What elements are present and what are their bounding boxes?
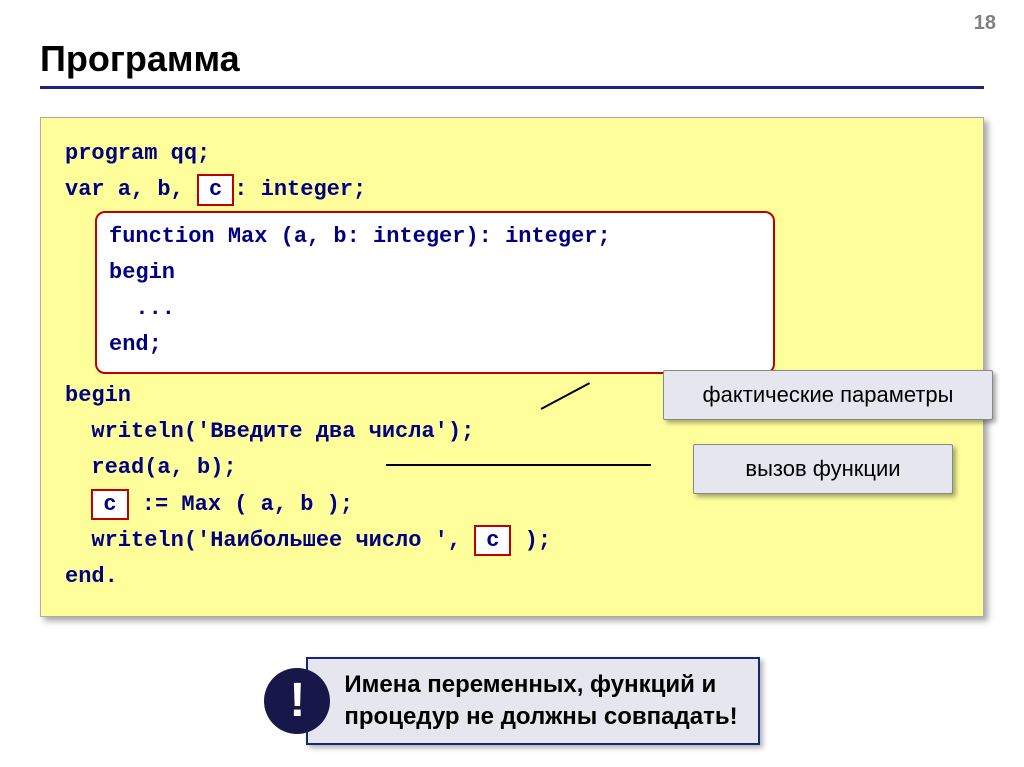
page-title: Программа — [40, 38, 984, 80]
code-line: program qq; — [65, 136, 959, 172]
callout-actual-params: фактические параметры — [663, 370, 993, 420]
code-line: end; — [109, 327, 761, 363]
code-text: ); — [511, 528, 551, 553]
code-line: function Max (a, b: integer): integer; — [109, 219, 761, 255]
connector-line — [386, 464, 651, 466]
code-line: begin — [109, 255, 761, 291]
code-text — [65, 492, 91, 517]
code-line: writeln('Наибольшее число ', c ); — [65, 523, 959, 559]
var-c-highlight: c — [91, 489, 128, 521]
code-text: := Max ( a, b ); — [129, 492, 353, 517]
code-line: var a, b, c: integer; — [65, 172, 959, 208]
warning-icon: ! — [264, 668, 330, 734]
warning-row: ! Имена переменных, функций и процедур н… — [40, 657, 984, 746]
warning-text: Имена переменных, функций и — [344, 669, 737, 701]
callout-function-call: вызов функции — [693, 444, 953, 494]
warning-box: Имена переменных, функций и процедур не … — [306, 657, 759, 746]
var-c-highlight: c — [197, 174, 234, 206]
function-box: function Max (a, b: integer): integer; b… — [95, 211, 775, 374]
page-number: 18 — [974, 12, 996, 35]
code-text: writeln('Наибольшее число ', — [65, 528, 474, 553]
code-text: var a, b, — [65, 177, 197, 202]
warning-text: процедур не должны совпадать! — [344, 701, 737, 733]
code-line: end. — [65, 559, 959, 595]
title-rule — [40, 86, 984, 89]
code-text: : integer; — [234, 177, 366, 202]
code-panel: program qq; var a, b, c: integer; functi… — [40, 117, 984, 617]
var-c-highlight: c — [474, 525, 511, 557]
code-line: ... — [109, 291, 761, 327]
